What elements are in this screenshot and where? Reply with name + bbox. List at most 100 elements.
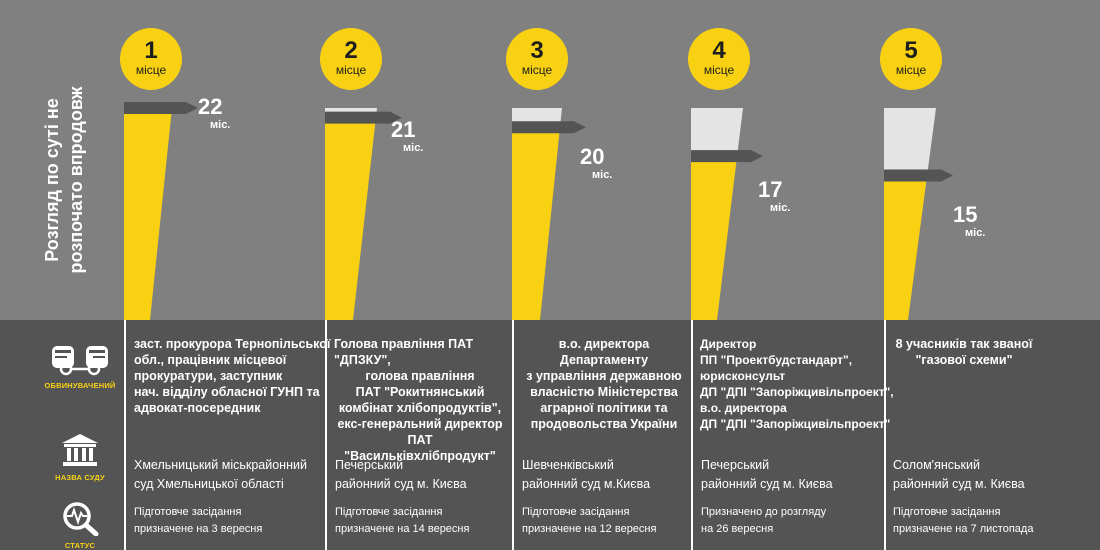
bar-4 (691, 156, 738, 320)
bar-2 (325, 117, 376, 321)
row-label-status: СТАТУС (40, 500, 120, 550)
bar-value-unit: міс. (770, 202, 791, 214)
accused-line: заст. прокурора Тернопільської (134, 337, 331, 351)
bar-value-2: 21 міс. (391, 119, 423, 155)
bar-value-3: 20 міс. (580, 146, 612, 182)
court-line: районний суд м. Києва (893, 477, 1025, 491)
bar-remainder-5 (884, 108, 936, 176)
bar-value-unit: міс. (210, 119, 231, 131)
rank-badge-3: 3 місце (506, 28, 568, 90)
bar-value-5: 15 міс. (953, 204, 985, 240)
status-text-5: Підготовче засідання призначене на 7 лис… (893, 504, 1033, 538)
bar-5 (884, 175, 928, 320)
bar-value-marker-1 (124, 102, 198, 114)
rank-label: місце (703, 63, 735, 77)
handcuffed-fists-icon (52, 346, 108, 376)
bar-value-number: 21 (391, 117, 416, 142)
court-name-1: Хмельницький міськрайонний суд Хмельниць… (134, 456, 307, 494)
bar-value-1: 22 міс. (198, 96, 230, 132)
bar-value-number: 17 (758, 177, 783, 202)
column-divider (691, 320, 693, 550)
bar-1 (124, 108, 172, 320)
accused-line: Голова правління ПАТ "ДПЗКУ", (334, 337, 474, 367)
status-text-3: Підготовче засідання призначене на 12 ве… (522, 504, 656, 538)
rank-badge-4: 4 місце (688, 28, 750, 90)
court-line: суд Хмельницької області (134, 477, 284, 491)
accused-text-5: 8 учасників так званої "газової схеми" (893, 336, 1035, 368)
rank-label: місце (895, 63, 927, 77)
status-line: Підготовче засідання (893, 506, 1001, 518)
accused-line: аграрної політики та (540, 401, 668, 415)
court-line: районний суд м.Києва (522, 477, 651, 491)
column-divider (512, 320, 514, 550)
column-divider (124, 320, 126, 550)
bar-value-unit: міс. (965, 227, 986, 239)
accused-line: ПАТ "Васильківхлібпродукт" (344, 433, 496, 463)
bar-value-4: 17 міс. (758, 179, 790, 215)
accused-line: обл., працівник місцевої (134, 353, 287, 367)
bar-value-marker-3 (512, 121, 586, 134)
court-line: Печерський (335, 458, 404, 472)
rank-label: місце (521, 63, 553, 77)
court-line: Хмельницький міськрайонний (134, 458, 307, 472)
row-label-status-text: СТАТУС (64, 541, 96, 550)
status-line: Підготовче засідання (335, 506, 443, 518)
accused-line: голова правління (365, 369, 475, 383)
rank-label: місце (135, 63, 167, 77)
status-line: призначене на 3 вересня (134, 523, 263, 535)
accused-line: "газової схеми" (915, 353, 1013, 367)
accused-line: ПП "Проектбудстандарт", (700, 353, 853, 367)
status-text-2: Підготовче засідання призначене на 14 ве… (335, 504, 469, 538)
bar-value-unit: міс. (403, 142, 424, 154)
rank-number: 3 (530, 37, 544, 64)
bar-value-number: 15 (953, 202, 978, 227)
magnifier-pulse-icon (63, 502, 99, 537)
court-name-3: Шевченківський районний суд м.Києва (522, 456, 650, 494)
accused-line: ДП "ДПІ "Запоріжцивільпроект", (700, 385, 894, 399)
court-line: Печерський (701, 458, 770, 472)
accused-line: в.о. директора (700, 401, 787, 415)
bar-remainder-4 (691, 108, 743, 157)
row-label-court-text: НАЗВА СУДУ (55, 473, 105, 482)
accused-line: прокуратури, заступник (134, 369, 283, 383)
status-line: призначене на 14 вересня (335, 523, 470, 535)
status-line: Призначено до розгляду (701, 506, 827, 518)
status-line: Підготовче засідання (134, 506, 242, 518)
accused-line: 8 учасників так званої (895, 337, 1033, 351)
accused-line: ПАТ "Рокитнянський (355, 385, 485, 399)
accused-line: комбінат хлібопродуктів", (338, 401, 502, 415)
accused-line: продовольства України (530, 417, 678, 431)
column-divider (884, 320, 886, 550)
rank-number: 1 (144, 37, 158, 64)
details-panel (0, 320, 1100, 550)
row-label-court: НАЗВА СУДУ (40, 432, 120, 482)
rank-number: 4 (712, 37, 726, 64)
court-line: Шевченківський (522, 458, 614, 472)
row-label-accused: ОБВИНУВАЧЕНИЙ (40, 340, 120, 390)
accused-line: адвокат-посередник (134, 401, 261, 415)
accused-line: ДП "ДПІ "Запоріжцивільпроект" (700, 417, 891, 431)
courthouse-icon (62, 434, 98, 466)
accused-line: нач. відділу обласної ГУНП та (134, 385, 320, 399)
court-line: районний суд м. Києва (701, 477, 833, 491)
accused-text-1: заст. прокурора Тернопільської обл., пра… (134, 336, 330, 416)
accused-line: з управління державною (526, 369, 682, 383)
accused-line: юрисконсульт (700, 369, 786, 383)
bar-value-marker-5 (884, 169, 954, 182)
court-name-5: Солом'янський районний суд м. Києва (893, 456, 1025, 494)
status-text-4: Призначено до розгляду на 26 вересня (701, 504, 826, 538)
status-text-1: Підготовче засідання призначене на 3 вер… (134, 504, 262, 538)
bar-value-number: 20 (580, 144, 605, 169)
accused-line: власністю Міністерства (530, 385, 678, 399)
bar-value-marker-2 (325, 111, 402, 124)
court-line: Солом'янський (893, 458, 980, 472)
rank-badge-2: 2 місце (320, 28, 382, 90)
court-line: районний суд м. Києва (335, 477, 467, 491)
accused-line: Директор (700, 337, 757, 351)
status-line: призначене на 12 вересня (522, 523, 657, 535)
status-line: Підготовче засідання (522, 506, 630, 518)
rank-badge-1: 1 місце (120, 28, 182, 90)
rank-number: 2 (344, 37, 358, 64)
accused-text-2: Голова правління ПАТ "ДПЗКУ", голова пра… (334, 336, 506, 464)
